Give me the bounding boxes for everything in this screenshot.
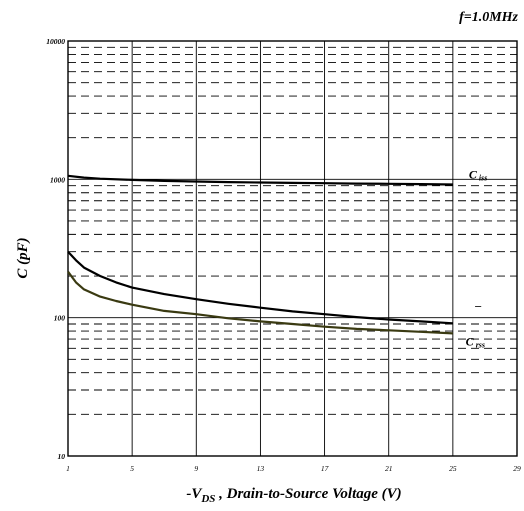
x-axis-label-suffix: , Drain-to-Source Voltage (V) [215,486,401,502]
y-tick-label: 10000 [46,37,65,46]
x-tick-label: 21 [385,464,393,473]
x-tick-label: 29 [513,464,521,473]
plot-area: 10 100 1000 10000 1 5 9 13 17 21 25 29 C iss – C rss [46,37,521,473]
x-tick-label: 9 [194,464,198,473]
x-tick-label: 5 [130,464,134,473]
x-axis-label-subscript: DS [200,493,215,505]
y-axis-label: C (pF) [15,237,31,278]
x-tick-label: 13 [257,464,265,473]
plot-border [67,40,518,457]
x-axis-label: -VDS , Drain-to-Source Voltage (V) [186,486,401,505]
series-line-3 [67,271,453,335]
annotation-main: – [474,298,481,312]
series-line-1 [67,174,453,186]
annotation-main: C [466,334,475,348]
annotation-subscript: iss [479,174,487,183]
x-tick-label: 1 [66,464,70,473]
x-tick-label: 17 [321,464,329,473]
annotation-label-2: – [474,298,481,312]
y-tick-label: 10 [58,452,66,461]
x-axis-label-prefix: -V [186,486,203,502]
y-tick-label: 1000 [50,175,65,184]
y-tick-label: 100 [54,314,66,323]
annotation-subscript: rss [476,340,485,349]
series-line-2 [67,250,453,325]
x-tick-label: 25 [449,464,457,473]
chart-title: f=1.0MHz [459,10,518,25]
annotation-main: C [469,168,478,182]
